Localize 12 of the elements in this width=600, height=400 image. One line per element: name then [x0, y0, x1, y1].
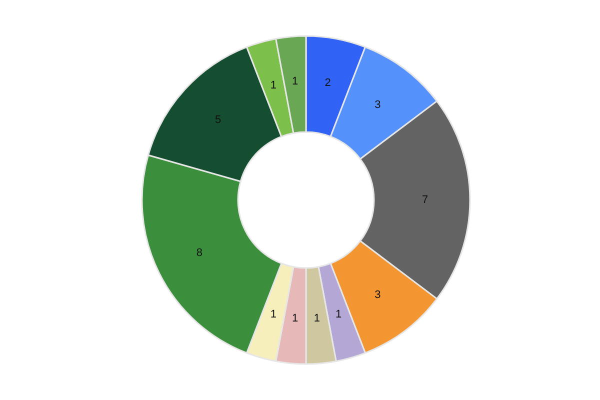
- data-label: 3: [374, 288, 381, 301]
- data-label: 1: [270, 80, 276, 92]
- data-label: 1: [336, 308, 342, 320]
- data-label: 2: [324, 77, 331, 90]
- data-label: 7: [422, 194, 428, 206]
- data-label: 5: [214, 114, 222, 126]
- data-label: 1: [292, 312, 298, 324]
- data-label: 1: [314, 312, 320, 324]
- data-label: 1: [292, 76, 298, 88]
- data-label: 3: [374, 99, 381, 112]
- data-label: 8: [196, 247, 203, 260]
- data-label: 1: [270, 308, 276, 320]
